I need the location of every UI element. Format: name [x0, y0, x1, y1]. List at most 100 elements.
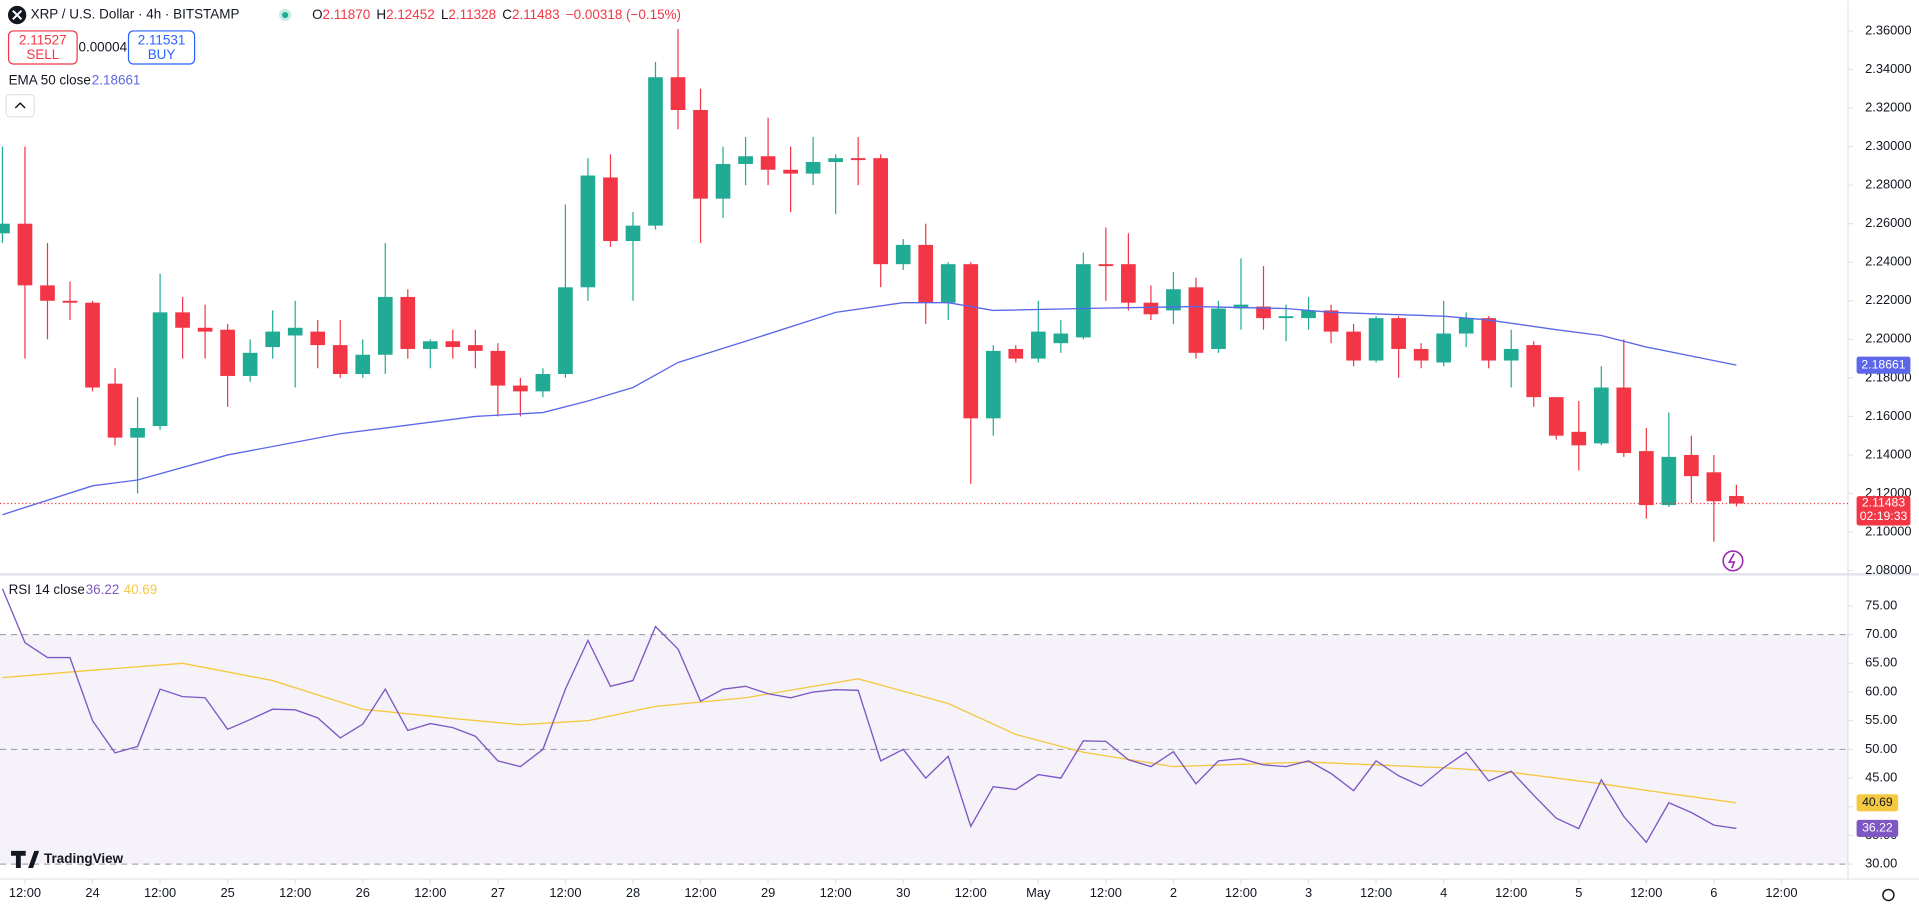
x-tick-label: 12:00 [1225, 885, 1257, 900]
buy-label[interactable]: BUY [148, 47, 176, 62]
candle-body [152, 312, 168, 427]
candle-body [918, 244, 934, 303]
candle-body [693, 109, 708, 199]
rsi-tag-label: 36.22 [1862, 821, 1893, 835]
x-tick-label: 25 [220, 885, 234, 900]
y-tick-label: 2.36000 [1865, 22, 1911, 37]
x-tick-label: 3 [1305, 885, 1312, 900]
x-tick-label: 24 [85, 885, 99, 900]
status-dot [282, 11, 289, 19]
rsi-ma-tag-label: 40.69 [1862, 795, 1893, 809]
symbol-icon-mark [12, 10, 23, 21]
x-tick-label: 12:00 [684, 885, 716, 900]
sell-box[interactable] [7, 30, 78, 65]
settings-icon[interactable] [1882, 888, 1895, 902]
sell-label[interactable]: SELL [26, 47, 59, 62]
candle-body [1548, 397, 1564, 436]
flash-icon[interactable] [1722, 550, 1744, 572]
candle-body [355, 354, 371, 375]
candle-body [175, 312, 190, 328]
chart-title: XRP / U.S. Dollar · 4h · BITSTAMP [31, 7, 240, 22]
y-tick-label: 2.14000 [1865, 446, 1911, 461]
candle-body [1098, 264, 1114, 267]
candle-body [1346, 331, 1361, 361]
candle-body [1593, 387, 1609, 444]
candle-body [1211, 308, 1226, 349]
x-tick-label: 12:00 [1765, 885, 1797, 900]
rsi-legend-name: RSI 14 close [9, 582, 85, 597]
candle-body [738, 156, 753, 164]
rsi-legend-value: 36.22 [86, 582, 120, 597]
buy-box[interactable] [127, 30, 196, 65]
rsi-band [0, 634, 1849, 865]
ohlc-value: 2.11870 [323, 7, 371, 22]
candle-body [895, 244, 911, 265]
x-tick-label: 28 [626, 885, 640, 900]
ema-legend-name: EMA 50 close [9, 73, 91, 88]
candle-body [1638, 451, 1654, 506]
ohlc-letter: O [312, 7, 322, 22]
collapse-box[interactable] [5, 93, 35, 118]
collapse-button[interactable] [5, 93, 35, 118]
candle-body [1391, 318, 1406, 349]
candle-body [422, 341, 438, 349]
candle-body [580, 175, 596, 288]
candle-body [648, 77, 663, 226]
collapse-icon[interactable] [14, 102, 26, 109]
last-price-label: 2.11483 [1862, 496, 1905, 510]
candle-body [535, 374, 551, 392]
candle-body [1526, 345, 1542, 398]
candle-body [1008, 348, 1024, 359]
sell-button[interactable]: 2.11527 SELL [7, 30, 78, 65]
candle-body [1729, 496, 1744, 504]
candle-body [1278, 316, 1294, 319]
candle-body [1143, 302, 1159, 315]
candle-body [85, 302, 100, 388]
candle-body [1053, 333, 1069, 344]
ohlc-value: 2.12452 [386, 7, 435, 22]
candle-body [468, 345, 483, 351]
candle-body [1661, 456, 1677, 506]
y-tick-label: 2.10000 [1865, 523, 1911, 538]
candle-body [17, 223, 33, 286]
rsi-y-tick-label: 45.00 [1865, 769, 1897, 784]
x-tick-label: 6 [1710, 885, 1717, 900]
candle-body [940, 264, 956, 303]
ema-legend-value: 2.18661 [92, 73, 141, 88]
sell-price[interactable]: 2.11527 [19, 32, 67, 47]
candle-body [310, 331, 326, 346]
candle-body [1684, 454, 1699, 477]
candle-body [1503, 348, 1519, 361]
y-tick-label: 2.20000 [1865, 331, 1911, 346]
x-tick-label: 30 [896, 885, 910, 900]
plot-layer: 2.080002.100002.120002.140002.160002.180… [0, 22, 1912, 900]
candle-body [985, 350, 1001, 419]
x-tick-label: 12:00 [1090, 885, 1122, 900]
candle-body [287, 327, 303, 336]
flash-icon-bolt[interactable] [1727, 553, 1736, 569]
candle-body [805, 162, 821, 174]
x-tick-label: 2 [1170, 885, 1177, 900]
x-tick-label: 12:00 [279, 885, 311, 900]
last-price-tag [1856, 496, 1911, 526]
x-tick-label: 12:00 [955, 885, 987, 900]
buy-price[interactable]: 2.11531 [138, 32, 186, 47]
rsi-y-tick-label: 60.00 [1865, 683, 1897, 698]
x-tick-label: 12:00 [549, 885, 581, 900]
candle-body [1481, 318, 1497, 361]
candle-body [445, 341, 461, 348]
candle-body [1256, 306, 1271, 319]
candle-body [1616, 387, 1632, 454]
y-tick-label: 2.34000 [1865, 61, 1911, 76]
countdown-label: 02:19:33 [1860, 509, 1908, 523]
rsi-y-tick-label: 70.00 [1865, 626, 1897, 641]
candle-body [0, 223, 10, 234]
rsi-tag [1856, 819, 1899, 838]
candle-body [670, 77, 686, 110]
candle-body [783, 169, 798, 174]
y-tick-label: 2.22000 [1865, 292, 1911, 307]
buy-button[interactable]: 2.11531 BUY [127, 30, 196, 65]
